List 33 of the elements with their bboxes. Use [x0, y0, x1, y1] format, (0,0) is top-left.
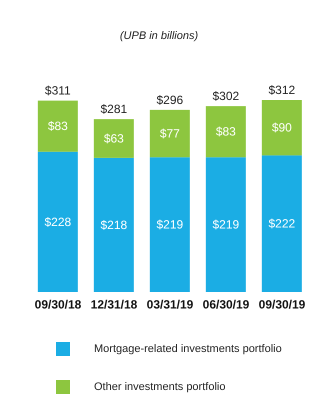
- bar: [262, 100, 302, 156]
- total-label: $281: [100, 102, 128, 116]
- bar: [206, 106, 246, 158]
- data-label: $219: [212, 218, 240, 232]
- bar: [150, 157, 190, 292]
- data-label: $228: [44, 214, 72, 229]
- data-label: $83: [216, 124, 236, 139]
- bar: [206, 157, 246, 292]
- x-tick-label: 12/31/18: [90, 298, 138, 312]
- bar: [38, 100, 78, 152]
- total-label: $311: [44, 84, 72, 98]
- bar: [38, 152, 78, 292]
- data-label: $218: [100, 218, 128, 232]
- data-label: $63: [104, 131, 124, 146]
- bar: [150, 110, 190, 158]
- data-label: $77: [160, 126, 180, 141]
- total-label: $296: [156, 92, 184, 107]
- data-label: $90: [272, 120, 292, 135]
- bar: [262, 155, 302, 292]
- bar: [94, 119, 134, 158]
- x-tick-label: 09/30/18: [34, 298, 82, 312]
- data-label: $222: [268, 216, 296, 231]
- total-label: $302: [212, 89, 240, 104]
- data-label: $219: [156, 218, 184, 232]
- x-tick-label: 03/31/19: [146, 298, 194, 312]
- bar: [94, 158, 134, 292]
- x-tick-label: 06/30/19: [202, 298, 250, 312]
- total-label: $312: [268, 83, 296, 97]
- legend-label: Mortgage-related investments portfolio: [94, 343, 282, 355]
- data-label: $83: [48, 119, 68, 134]
- legend-label: Other investments portfolio: [94, 381, 226, 393]
- chart-title: (UPB in billions): [118, 29, 200, 44]
- x-tick-label: 09/30/19: [258, 298, 306, 312]
